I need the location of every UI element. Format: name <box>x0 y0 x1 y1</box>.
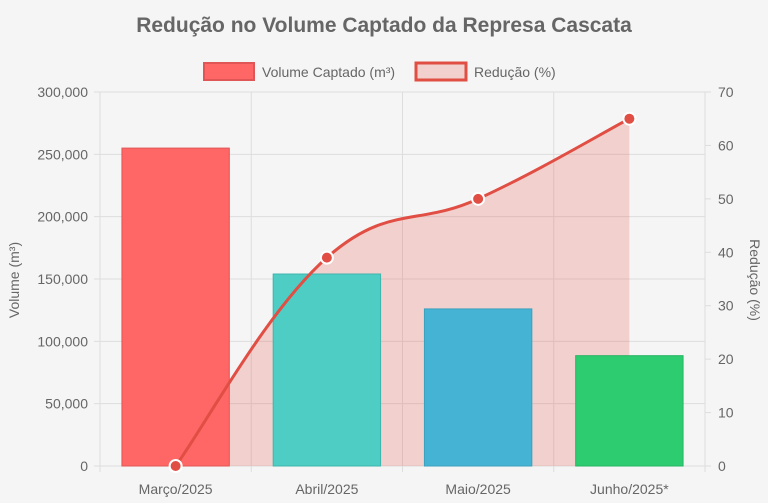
reducao-point <box>471 191 486 206</box>
y2-tick-label: 70 <box>718 84 734 100</box>
bar-volume <box>121 147 230 467</box>
x-tick-label: Março/2025 <box>139 481 213 497</box>
bar-volume <box>272 273 382 467</box>
reducao-line <box>174 117 631 467</box>
y-tick-label: 300,000 <box>37 84 88 100</box>
bar-volume <box>575 355 684 467</box>
y-tick-label: 50,000 <box>45 396 88 412</box>
y2-tick-label: 50 <box>718 191 734 207</box>
y2-tick-label: 40 <box>718 244 734 260</box>
y-tick-label: 250,000 <box>37 146 88 162</box>
bar-volume <box>423 308 533 467</box>
reducao-point <box>319 250 334 265</box>
x-tick-label: Junho/2025* <box>590 481 669 497</box>
y-axis-title: Volume (m³) <box>6 242 22 318</box>
y-tick-label: 0 <box>80 458 88 474</box>
y-tick-label: 200,000 <box>37 209 88 225</box>
y-tick-label: 150,000 <box>37 271 88 287</box>
y2-tick-label: 0 <box>718 458 726 474</box>
y2-tick-label: 20 <box>718 351 734 367</box>
legend-label-volume: Volume Captado (m³) <box>262 64 395 80</box>
legend: Volume Captado (m³) Redução (%) <box>203 61 556 82</box>
x-tick-label: Abril/2025 <box>295 481 358 497</box>
bar-layer <box>121 147 684 467</box>
y2-tick-label: 30 <box>718 298 734 314</box>
y-tick-label: 100,000 <box>37 333 88 349</box>
legend-swatch-volume[interactable] <box>203 62 255 81</box>
y2-tick-label: 10 <box>718 405 734 421</box>
legend-label-reducao: Redução (%) <box>474 64 556 80</box>
y2-axis-title: Redução (%) <box>747 239 763 321</box>
legend-swatch-reducao[interactable] <box>414 61 468 82</box>
tick-layer: 0 50,000 100,000 150,000 200,000 250,000 300,0… <box>37 84 733 497</box>
x-tick-label: Maio/2025 <box>445 481 511 497</box>
chart-title: Redução no Volume Captado da Represa Cas… <box>136 14 632 37</box>
y2-tick-label: 60 <box>718 137 734 153</box>
reducao-point <box>168 459 183 473</box>
line-layer <box>168 111 637 473</box>
reducao-point <box>622 111 637 126</box>
